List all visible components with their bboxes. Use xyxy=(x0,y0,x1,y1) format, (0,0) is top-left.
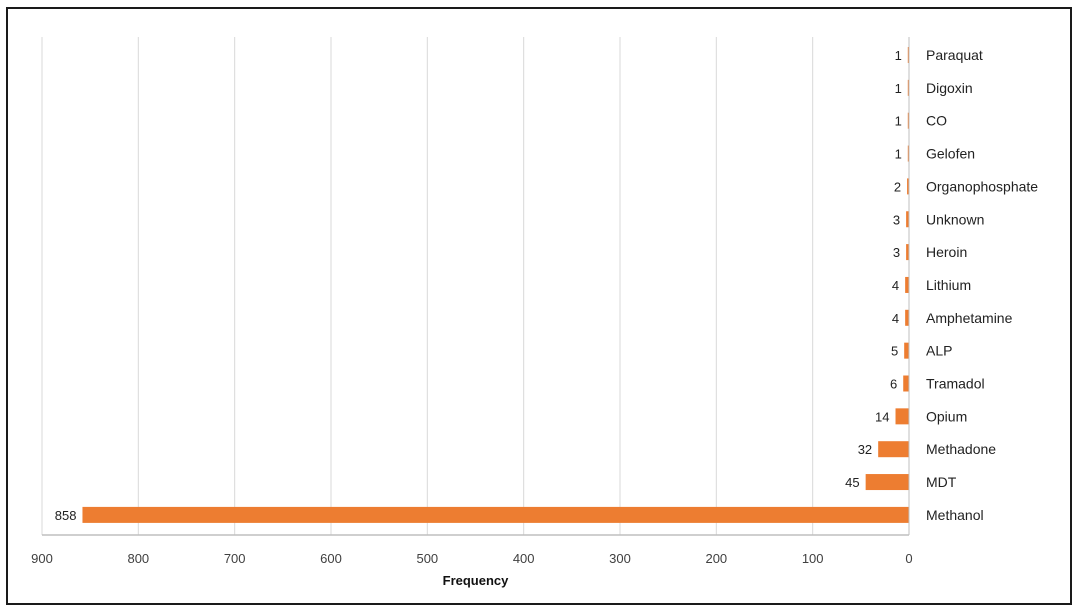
x-axis: 900 800 700 600 500 400 300 200 100 0 xyxy=(31,37,913,566)
x-tick-label: 900 xyxy=(31,551,53,566)
x-tick-label: 800 xyxy=(127,551,149,566)
data-label: 32 xyxy=(858,442,872,457)
x-tick-label: 100 xyxy=(802,551,824,566)
category-label: Digoxin xyxy=(926,80,973,96)
x-tick-label: 700 xyxy=(224,551,246,566)
bar xyxy=(907,112,909,129)
category-label: CO xyxy=(926,113,947,129)
x-axis-title: Frequency xyxy=(443,573,510,588)
category-label: MDT xyxy=(926,474,957,490)
bars xyxy=(82,47,909,523)
data-label: 3 xyxy=(893,245,900,260)
data-label: 858 xyxy=(55,508,77,523)
chart-frame: 900 800 700 600 500 400 300 200 100 0 1 Paraquat 1 D… xyxy=(6,7,1072,605)
data-label: 5 xyxy=(891,344,898,359)
data-label: 4 xyxy=(892,311,899,326)
bar xyxy=(907,47,909,63)
data-label: 1 xyxy=(895,147,902,162)
data-label: 2 xyxy=(894,179,901,194)
bar xyxy=(865,474,909,491)
data-label: 3 xyxy=(893,212,900,227)
bar-chart: 900 800 700 600 500 400 300 200 100 0 1 Paraquat 1 D… xyxy=(31,37,1039,588)
gridlines xyxy=(41,37,814,535)
category-label: Opium xyxy=(926,408,967,424)
x-tick-label: 600 xyxy=(320,551,342,566)
data-label: 14 xyxy=(875,409,889,424)
category-label: Methanol xyxy=(926,507,984,523)
bar xyxy=(905,276,909,293)
bar xyxy=(903,375,909,392)
labels: 1 Paraquat 1 Digoxin 1 CO 1 Gelofen 2 Organophosp… xyxy=(55,47,1039,523)
category-label: Heroin xyxy=(926,244,967,260)
data-label: 1 xyxy=(895,81,902,96)
data-label: 45 xyxy=(845,475,859,490)
category-label: ALP xyxy=(926,343,952,359)
category-label: Methadone xyxy=(926,441,996,457)
bar xyxy=(907,145,909,162)
bar xyxy=(907,178,909,195)
category-label: Lithium xyxy=(926,277,971,293)
bar xyxy=(906,244,909,261)
x-tick-label: 400 xyxy=(513,551,535,566)
category-label: Tramadol xyxy=(926,376,985,392)
data-label: 4 xyxy=(892,278,899,293)
category-label: Unknown xyxy=(926,211,984,227)
category-label: Gelofen xyxy=(926,146,975,162)
x-tick-label: 300 xyxy=(609,551,631,566)
bar xyxy=(878,441,909,458)
data-label: 1 xyxy=(895,114,902,129)
data-label: 1 xyxy=(895,48,902,63)
x-tick-label: 500 xyxy=(416,551,438,566)
category-label: Amphetamine xyxy=(926,310,1013,326)
x-tick-label: 200 xyxy=(705,551,727,566)
bar xyxy=(905,309,909,326)
x-tick-label: 0 xyxy=(905,551,912,566)
category-label: Paraquat xyxy=(926,47,983,63)
bar xyxy=(906,211,909,228)
bar xyxy=(895,408,909,425)
bar xyxy=(907,79,909,96)
category-label: Organophosphate xyxy=(926,178,1038,194)
data-label: 6 xyxy=(890,377,897,392)
bar xyxy=(904,342,909,359)
bar xyxy=(82,506,909,523)
